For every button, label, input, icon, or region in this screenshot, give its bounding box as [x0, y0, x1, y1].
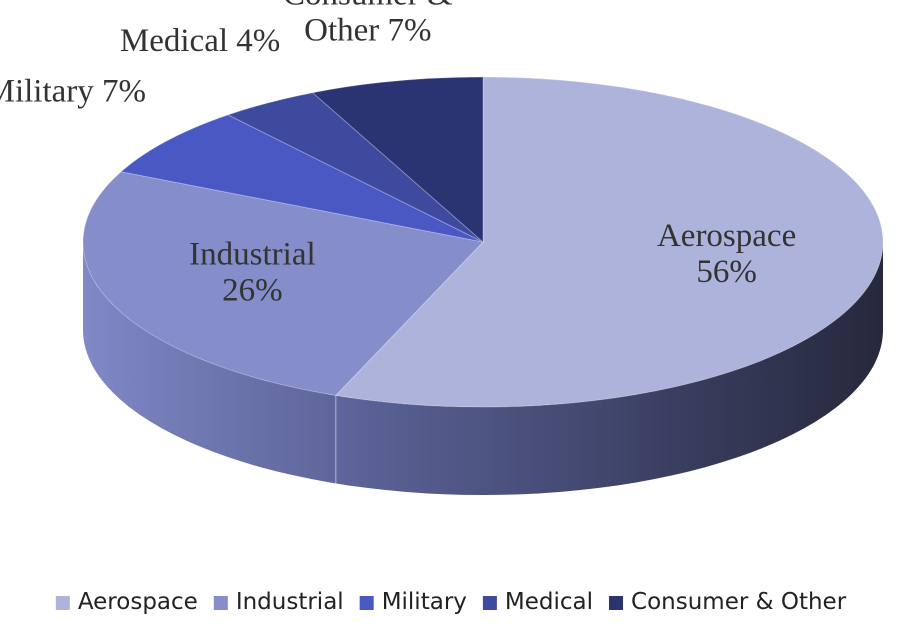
legend: Aerospace Industrial Military Medical Consum… [55, 589, 847, 615]
pie-slice-medical [226, 92, 484, 243]
legend-item-consumer-other: Consumer & Other [609, 589, 847, 615]
pie-side-wall [83, 242, 883, 495]
legend-swatch-military [359, 596, 374, 610]
slice-label-medical: Medical 4% [120, 23, 280, 59]
legend-item-military: Military [359, 589, 467, 615]
legend-item-industrial: Industrial [213, 589, 344, 615]
pie-labels: Aerospace 56% Industrial 26% Military 7% Medi… [0, 0, 796, 309]
legend-label-industrial: Industrial [236, 589, 344, 615]
legend-label-medical: Medical [505, 589, 593, 615]
legend-label-consumer-other: Consumer & Other [631, 589, 847, 615]
legend-swatch-aerospace [55, 596, 70, 610]
pie-slice-military [119, 114, 484, 243]
pie-side-wall-surface [83, 242, 883, 495]
legend-label-military: Military [382, 589, 467, 615]
slice-label-military: Military 7% [0, 74, 146, 110]
legend-label-aerospace: Aerospace [78, 589, 198, 615]
slice-label-consumer-other: Consumer &Other 7% [283, 0, 453, 48]
pie-slice-aerospace [334, 76, 884, 408]
pie-slice-industrial [82, 171, 484, 396]
slice-label-industrial: Industrial 26% [189, 237, 315, 309]
legend-swatch-medical [482, 596, 497, 610]
legend-swatch-consumer-other [609, 596, 624, 610]
legend-swatch-industrial [213, 596, 228, 610]
slice-label-aerospace: Aerospace 56% [657, 218, 796, 290]
pie-slices [82, 76, 884, 408]
legend-item-medical: Medical [482, 589, 593, 615]
legend-item-aerospace: Aerospace [55, 589, 198, 615]
pie-slice-consumer-other [311, 76, 484, 244]
